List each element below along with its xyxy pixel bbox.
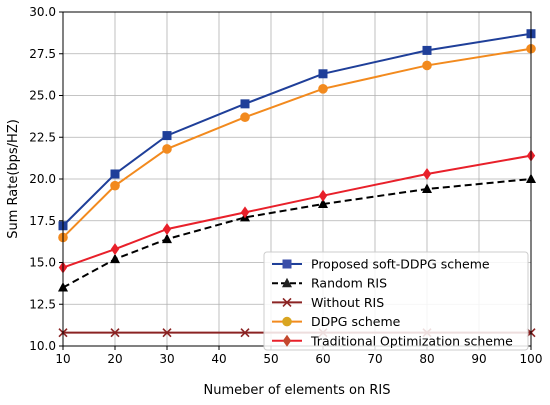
legend-item: Proposed soft-DDPG scheme [272,257,490,272]
legend-item: Traditional Optimization scheme [272,333,513,348]
data-point-stroke [162,328,172,338]
data-point [318,69,328,79]
y-tick-label: 10.0 [29,339,56,353]
x-tick-label: 70 [367,352,382,366]
y-tick-label: 25.0 [29,89,56,103]
legend-label: Random RIS [311,276,387,291]
y-axis-ticks: 10.0 12.5 15.0 17.5 20.0 22.5 25.0 27.5 30.0 [29,5,63,353]
data-point [240,206,250,219]
data-point [162,131,172,141]
y-tick-label: 12.5 [29,297,56,311]
data-point [422,167,432,180]
x-tick-label: 40 [211,352,226,366]
x-tick-label: 100 [520,352,543,366]
x-tick-label: 80 [419,352,434,366]
data-point [162,233,172,244]
data-point [422,183,432,194]
legend-box [263,251,529,351]
data-point [162,144,172,154]
data-point [162,328,172,338]
series-3 [58,43,536,243]
x-axis-label: Numeber of elements on RIS [204,383,391,398]
data-point [240,99,250,109]
data-point [110,243,120,256]
series-layer [58,29,536,338]
data-point [422,45,432,55]
legend-marker [282,297,292,307]
legend-item: Random RIS [272,276,387,291]
legend-label: Proposed soft-DDPG scheme [311,257,490,272]
legend-marker [282,334,292,347]
legend-marker [282,277,292,288]
data-point [240,112,250,123]
data-point [422,60,432,71]
legend-marker [282,259,292,269]
x-tick-label: 10 [55,352,70,366]
data-point-stroke [240,328,250,338]
data-point [318,189,328,202]
legend: Proposed soft-DDPG scheme Random RIS Witho… [263,251,529,351]
legend-item: DDPG scheme [272,314,401,329]
series-4 [58,149,536,274]
data-point-stroke [110,328,120,338]
x-axis-ticks: 10 20 30 40 50 60 70 80 90 100 [55,346,542,366]
data-point [162,223,172,236]
data-point [110,253,120,264]
legend-label: Traditional Optimization scheme [310,333,513,348]
y-tick-label: 15.0 [29,256,56,270]
data-point [110,328,120,338]
x-tick-label: 60 [315,352,330,366]
x-tick-label: 90 [471,352,486,366]
legend-item: Without RIS [272,295,384,310]
legend-marker-stroke [282,297,292,307]
data-point [240,328,250,338]
x-tick-label: 50 [263,352,278,366]
series-line [62,32,532,227]
legend-label: Without RIS [311,295,384,310]
legend-label: DDPG scheme [311,314,401,329]
y-tick-label: 30.0 [29,5,56,19]
legend-marker [282,316,292,327]
data-point [110,180,120,191]
y-tick-label: 27.5 [29,47,56,61]
x-tick-label: 30 [159,352,174,366]
y-axis-label: Sum Rate(bps/HZ) [6,119,21,239]
y-tick-label: 22.5 [29,130,56,144]
data-point [318,198,328,209]
data-point [110,169,120,179]
x-tick-label: 20 [107,352,122,366]
data-point [318,84,328,94]
y-tick-label: 17.5 [29,214,56,228]
y-tick-label: 20.0 [29,172,56,186]
